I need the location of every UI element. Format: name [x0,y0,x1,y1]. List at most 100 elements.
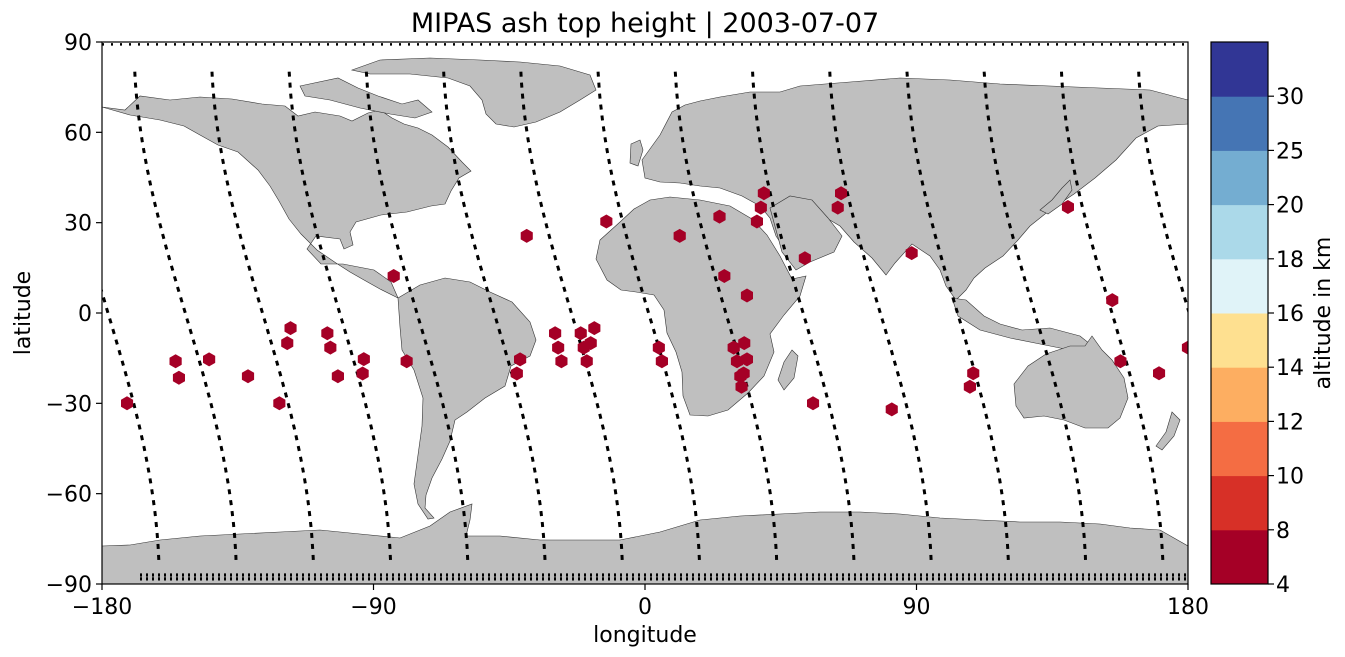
orbit-track [673,66,779,560]
colorbar-tick-label: 12 [1276,410,1304,435]
ash-detection-marker [331,369,344,384]
south-america-landmass [397,277,537,520]
y-tick-label: 60 [64,121,92,146]
ash-detection-marker [510,366,523,381]
y-tick-label: 30 [64,212,92,237]
ash-detection-marker [555,354,568,369]
ash-detection-marker [273,396,286,411]
ash-detection-marker [552,340,565,355]
colorbar-tick-label: 20 [1276,194,1304,219]
colorbar-bin [1211,42,1268,97]
colorbar-bin [1211,313,1268,368]
colorbar-tick-label: 8 [1276,519,1290,544]
ash-detection-marker [963,379,976,394]
orbit-track [750,66,856,560]
orbit-track [287,66,392,560]
new-zealand-landmass [1155,411,1181,451]
orbit-track [519,66,624,560]
colorbar-bin [1211,421,1268,477]
colorbar-bin [1211,150,1268,206]
africa-landmass [595,196,807,417]
colorbar-bin [1211,367,1268,422]
ash-detection-marker [757,186,770,201]
north-america-landmass [102,95,472,299]
orbit-track [0,66,4,560]
ash-detection-marker [652,340,665,355]
ash-detection-marker [967,366,980,381]
ash-detection-marker [740,352,753,367]
y-tick-label: −90 [46,573,92,598]
ash-detection-marker [241,369,255,384]
ash-detection-marker [798,251,811,266]
land-masses [102,57,1188,584]
ash-detection-marker [356,366,369,381]
colorbar-bin [1211,258,1268,314]
ash-detection-marker [1106,293,1119,308]
ash-detection-marker [754,200,767,215]
madagascar-landmass [777,349,799,391]
x-tick-label: −180 [72,595,132,620]
x-axis-label: longitude [593,623,697,648]
ash-detection-marker [588,321,601,336]
ash-detection-marker [1181,340,1188,355]
x-tick-label: 180 [1167,595,1209,620]
ash-detection-marker [740,288,753,303]
ash-detection-marker [735,379,748,394]
colorbar-tick-label: 10 [1276,465,1304,490]
ash-detection-marker [580,354,593,369]
y-tick-label: 90 [64,31,92,56]
ash-detection-marker [713,209,726,224]
ash-detection-marker [387,269,400,283]
colorbar-tick-label: 14 [1276,356,1304,381]
ash-detection-marker [738,336,751,351]
orbit-track [364,66,470,560]
orbit-track [210,66,315,560]
colorbar-bin [1211,475,1268,531]
x-tick-label: 0 [638,595,652,620]
ash-detection-markers [121,186,1188,417]
ash-detection-marker [727,340,740,355]
orbit-track [982,66,1087,560]
y-tick-label: 0 [78,302,92,327]
ash-detection-marker [885,402,898,417]
ash-detection-marker [655,354,668,369]
y-tick-label: −30 [46,392,92,417]
orbit-track [441,66,547,560]
ash-detection-marker [718,269,731,283]
y-axis-label: latitude [11,271,36,355]
greenland-landmass [350,57,597,128]
ash-detection-marker [121,396,134,411]
chart-title: MIPAS ash top height | 2003-07-07 [411,8,879,39]
colorbar-tick-label: 18 [1276,248,1304,273]
x-tick-label: −90 [350,595,396,620]
satellite-orbit-tracks [0,43,1188,581]
ash-detection-marker [574,326,587,341]
ash-detection-marker [400,354,413,369]
colorbar-tick-label: 30 [1276,85,1304,110]
map-area [0,42,1188,584]
ash-detection-marker [172,370,185,385]
ash-detection-marker [169,354,182,369]
ash-detection-marker [1114,354,1127,369]
ash-detection-marker [357,352,370,367]
colorbar-label: altitude in km [1311,237,1336,390]
ash-detection-marker [600,214,613,229]
ash-detection-marker [1061,200,1074,214]
ash-detection-marker [321,326,334,341]
colorbar-tick-label: 4 [1276,573,1290,598]
ash-detection-marker [203,352,216,367]
orbit-track [1136,66,1188,315]
colorbar-tick-label: 16 [1276,302,1304,327]
ash-detection-marker [807,396,820,411]
altitude-colorbar: 4 8 10 12 14 16 18 20 25 30 [1210,41,1304,598]
orbit-track [596,66,701,560]
colorbar-tick-label: 25 [1276,139,1304,164]
ash-detection-marker [284,321,297,336]
antarctica-landmass [102,503,1188,584]
ash-detection-marker [281,336,294,351]
arctic-islands-landmass [299,77,433,119]
ash-detection-marker [831,200,844,215]
ash-detection-marker [520,228,533,243]
